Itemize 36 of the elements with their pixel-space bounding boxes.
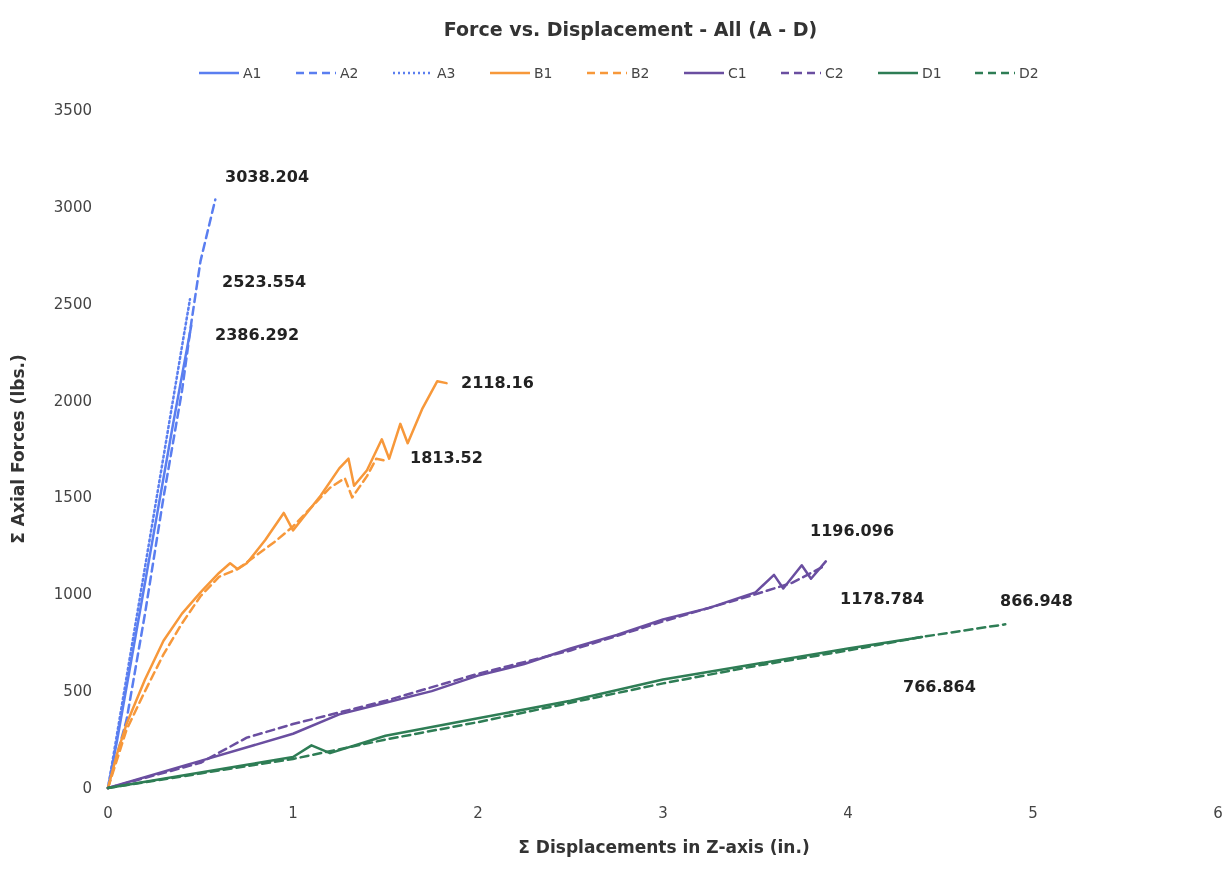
y-tick-label: 3500 (53, 101, 92, 119)
chart-title: Force vs. Displacement - All (A - D) (443, 18, 818, 40)
y-tick-label: 2500 (53, 294, 92, 313)
annotation: 2118.16 (461, 373, 534, 392)
legend-label: B2 (631, 65, 650, 81)
legend-label: C1 (728, 65, 747, 81)
x-tick-label: 1 (288, 804, 298, 822)
legend-label: A3 (437, 65, 456, 81)
annotation: 2523.554 (222, 272, 307, 291)
y-axis-title: Σ Axial Forces (lbs.) (8, 354, 28, 544)
y-tick-label: 1500 (53, 488, 92, 507)
annotation: 3038.204 (225, 167, 310, 186)
x-tick-label: 3 (658, 804, 668, 822)
legend-label: A1 (243, 65, 262, 81)
legend-label: B1 (534, 65, 553, 81)
x-tick-label: 5 (1028, 804, 1038, 822)
x-tick-label: 0 (103, 804, 113, 822)
annotation: 1196.096 (810, 521, 895, 540)
x-tick-label: 6 (1213, 804, 1223, 822)
annotation: 1178.784 (840, 589, 925, 608)
y-tick-label: 2000 (53, 391, 92, 410)
x-tick-label: 4 (843, 804, 853, 822)
legend-label: C2 (825, 65, 844, 81)
annotation: 866.948 (1000, 591, 1073, 610)
x-tick-label: 2 (473, 804, 483, 822)
y-tick-label: 3000 (53, 197, 92, 216)
legend-label: D2 (1019, 65, 1039, 81)
legend-label: D1 (922, 65, 942, 81)
x-axis-title: Σ Displacements in Z-axis (in.) (518, 837, 810, 857)
y-tick-label: 0 (82, 779, 92, 797)
y-tick-label: 1000 (53, 585, 92, 604)
annotation: 1813.52 (410, 448, 483, 467)
annotation: 766.864 (903, 677, 976, 696)
annotation: 2386.292 (215, 325, 300, 344)
legend-label: A2 (340, 65, 359, 81)
y-tick-label: 500 (63, 682, 92, 701)
